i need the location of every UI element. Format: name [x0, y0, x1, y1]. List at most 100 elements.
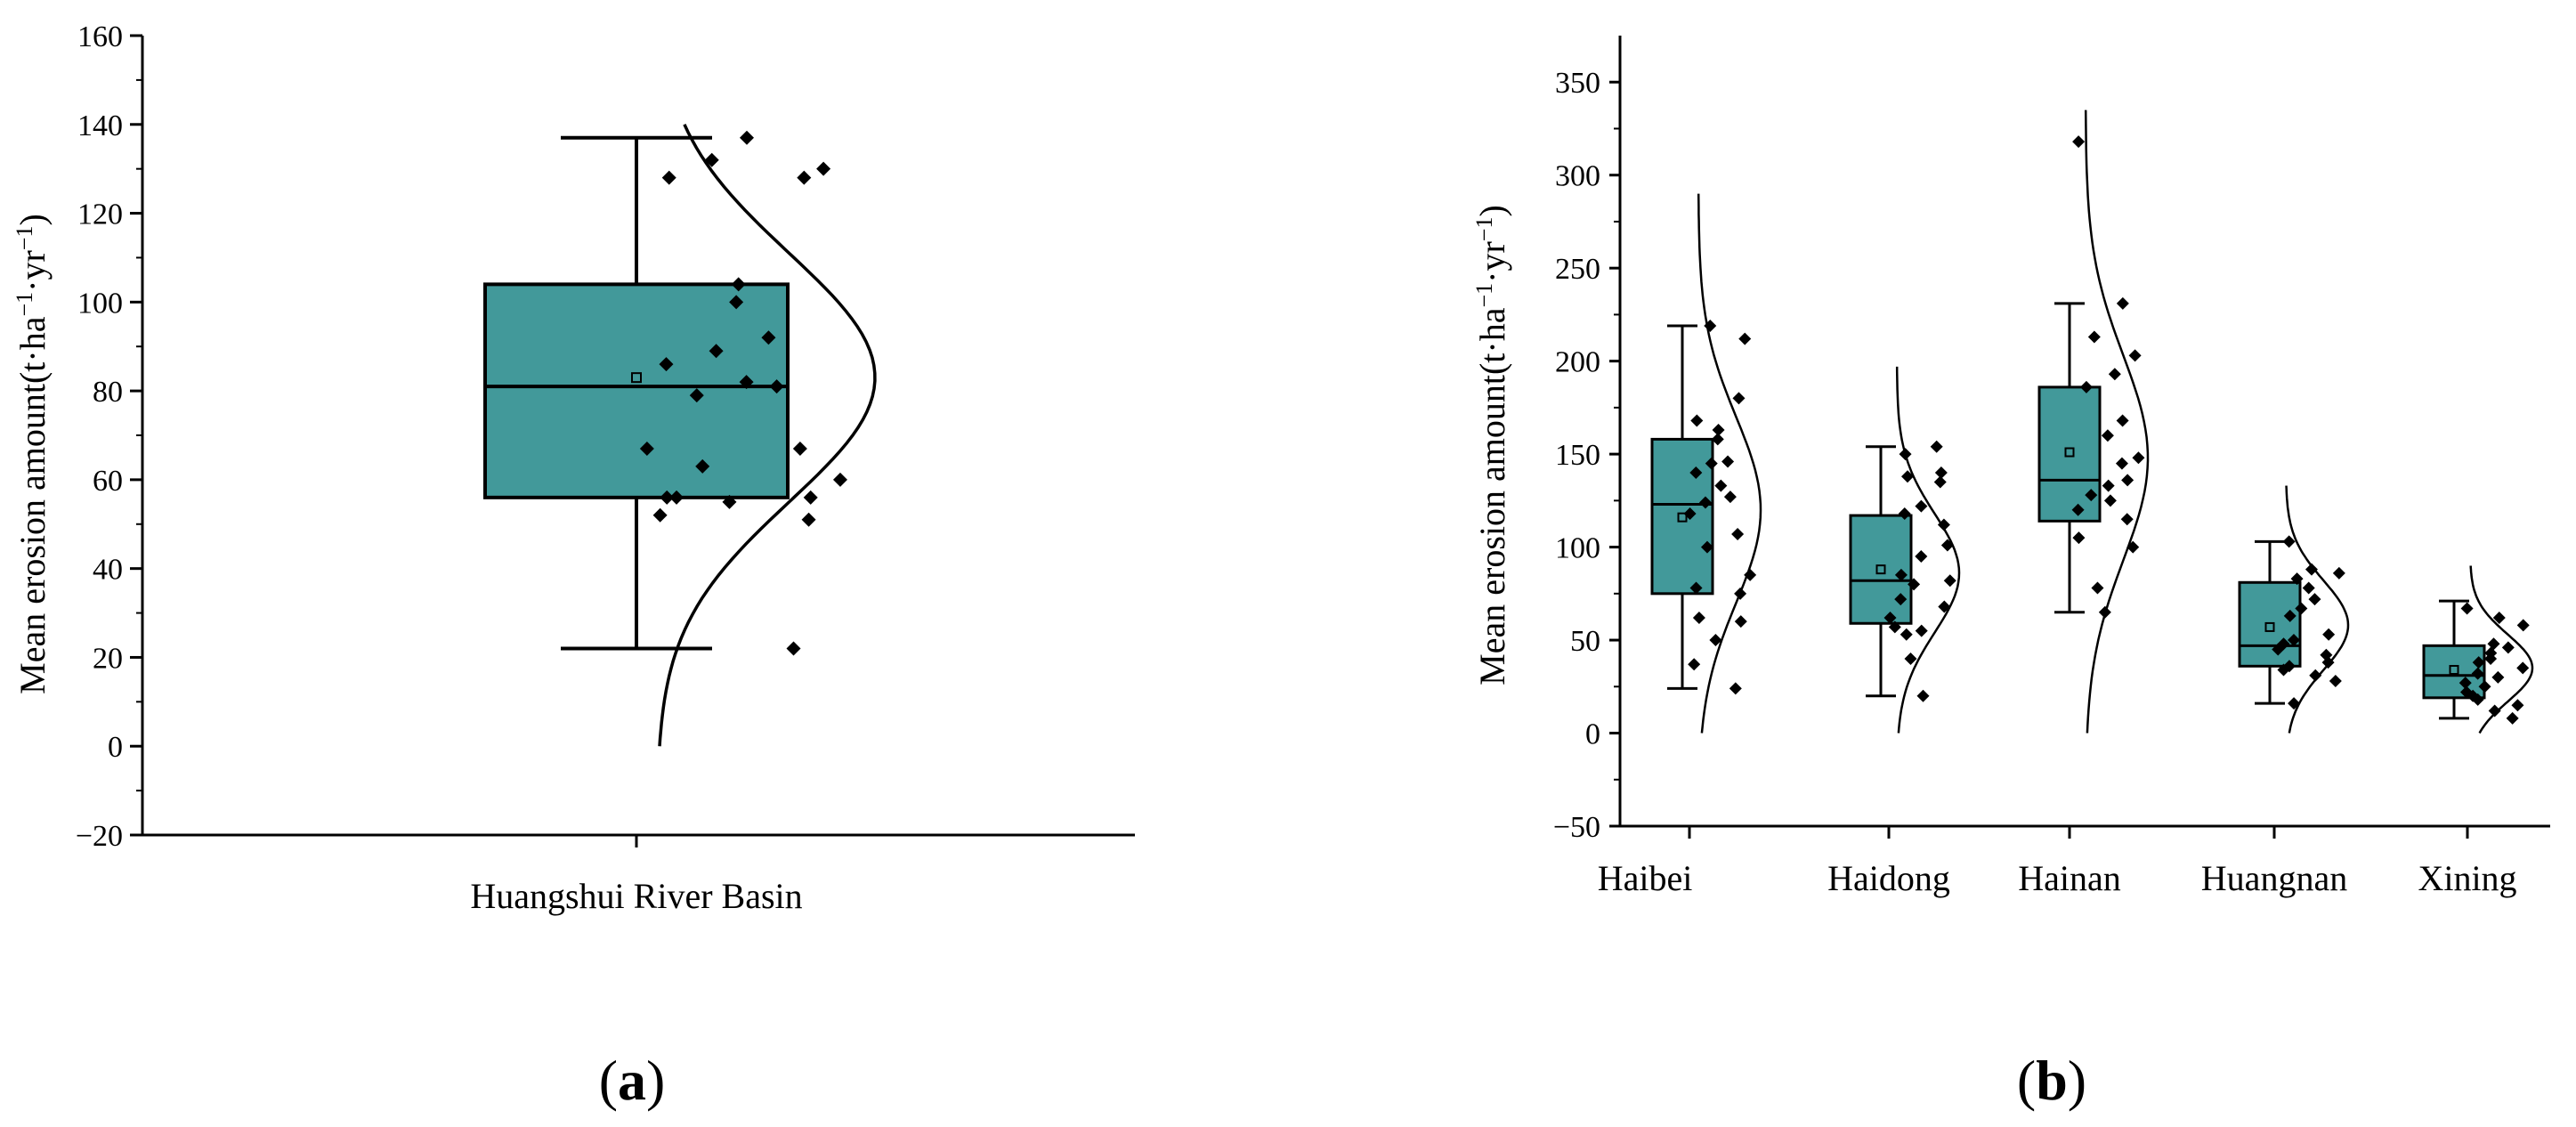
mean-marker — [631, 372, 642, 384]
data-point — [803, 490, 818, 505]
data-point — [689, 388, 704, 403]
data-point — [2072, 135, 2086, 149]
data-point — [2308, 593, 2321, 606]
data-point — [2516, 661, 2530, 675]
y-tick-label: 200 — [1555, 346, 1600, 379]
data-point — [1915, 550, 1928, 564]
series-huangnan: Huangnan — [2201, 485, 2350, 898]
data-point — [1930, 440, 1943, 453]
data-point — [1692, 611, 1705, 624]
panel-b-y-axis-title: Mean erosion amount(t·ha−1·yr−1) — [1471, 205, 1512, 685]
x-tick-label: Xining — [2418, 858, 2516, 898]
data-point — [2102, 479, 2115, 492]
data-point — [1712, 423, 1725, 436]
box-iqr — [1650, 437, 1714, 596]
distribution-curve — [658, 124, 877, 747]
data-point — [1908, 578, 1921, 591]
data-point — [2287, 634, 2300, 647]
data-point — [1894, 593, 1908, 606]
data-point — [2290, 572, 2304, 586]
data-point — [2332, 566, 2345, 580]
series-xining: Xining — [2418, 565, 2534, 898]
data-point — [1734, 615, 1747, 628]
data-point — [2478, 680, 2491, 693]
data-point — [2108, 368, 2121, 381]
y-tick-label: 120 — [77, 199, 123, 231]
data-point — [2282, 660, 2296, 673]
x-tick-label: Huangnan — [2201, 858, 2347, 898]
data-point — [2121, 474, 2135, 487]
data-point — [1894, 568, 1908, 581]
data-point — [2487, 637, 2500, 651]
data-point — [2501, 641, 2515, 654]
x-tick-label: Haidong — [1827, 858, 1950, 898]
data-point — [1721, 455, 1735, 468]
data-point — [2488, 704, 2501, 718]
data-point — [1709, 634, 1722, 647]
data-point — [2115, 457, 2128, 470]
y-tick-label: 300 — [1555, 160, 1600, 193]
y-tick-label: 100 — [1555, 532, 1600, 565]
data-point — [1738, 332, 1752, 345]
y-tick-label: 80 — [93, 376, 123, 409]
data-point — [2295, 602, 2308, 615]
distribution-curve — [2285, 485, 2350, 734]
data-point — [1915, 499, 1928, 513]
distribution-curve — [2469, 565, 2534, 734]
data-point — [2492, 611, 2506, 624]
y-tick-label: 140 — [77, 109, 123, 142]
data-point — [2516, 619, 2530, 632]
panel-b-label: (b) — [2017, 1049, 2086, 1112]
data-point — [1943, 574, 1956, 588]
data-point — [2085, 489, 2098, 502]
x-tick-label: Haibei — [1598, 858, 1693, 898]
data-point — [1714, 479, 1728, 492]
box-iqr — [2037, 385, 2102, 523]
y-tick-label: 60 — [93, 465, 123, 498]
data-point — [1705, 457, 1718, 470]
data-point — [1731, 527, 1745, 540]
panel-a-y-axis-title: Mean erosion amount(t·ha−1·yr−1) — [12, 214, 53, 694]
y-tick-label: 100 — [77, 287, 123, 320]
mean-marker — [2064, 447, 2075, 458]
data-point — [1916, 689, 1930, 702]
data-point — [2460, 685, 2474, 699]
data-point — [801, 512, 816, 527]
x-tick-label: Hainan — [2018, 858, 2121, 898]
data-point — [2511, 699, 2524, 712]
data-point — [695, 458, 710, 474]
box-iqr — [2238, 580, 2302, 668]
series-huangshui-river-basin: Huangshui River Basin — [470, 124, 877, 916]
data-point — [769, 379, 784, 394]
data-point — [1732, 392, 1746, 405]
mean-marker — [1677, 512, 1688, 523]
data-point — [1900, 628, 1913, 641]
series-haibei: Haibei — [1598, 193, 1762, 898]
distribution-curve — [1697, 193, 1762, 734]
y-tick-label: −50 — [1553, 811, 1600, 844]
data-point — [739, 375, 754, 390]
mean-marker — [2264, 621, 2275, 632]
data-point — [639, 441, 654, 456]
data-point — [2329, 675, 2342, 688]
data-point — [1689, 581, 1703, 595]
x-tick-label: Huangshui River Basin — [470, 876, 802, 916]
data-point — [2079, 380, 2093, 393]
panel-a-chart: Mean erosion amount(t·ha−1·yr−1) −20 0 20 4… — [12, 20, 1135, 916]
data-point — [1711, 433, 1724, 446]
data-point — [669, 490, 685, 505]
data-point — [761, 330, 776, 345]
data-point — [2460, 602, 2474, 615]
mean-marker — [2449, 664, 2459, 675]
data-point — [661, 170, 676, 185]
data-point — [1933, 475, 1947, 489]
y-tick-label: 160 — [77, 20, 123, 53]
data-point — [1700, 540, 1713, 554]
data-point — [1688, 658, 1701, 671]
data-point — [2305, 563, 2318, 576]
data-point — [709, 344, 724, 359]
box-iqr — [1849, 514, 1913, 625]
series-hainan: Hainan — [2018, 109, 2150, 898]
data-point — [731, 277, 746, 292]
y-tick-label: 0 — [108, 731, 123, 764]
